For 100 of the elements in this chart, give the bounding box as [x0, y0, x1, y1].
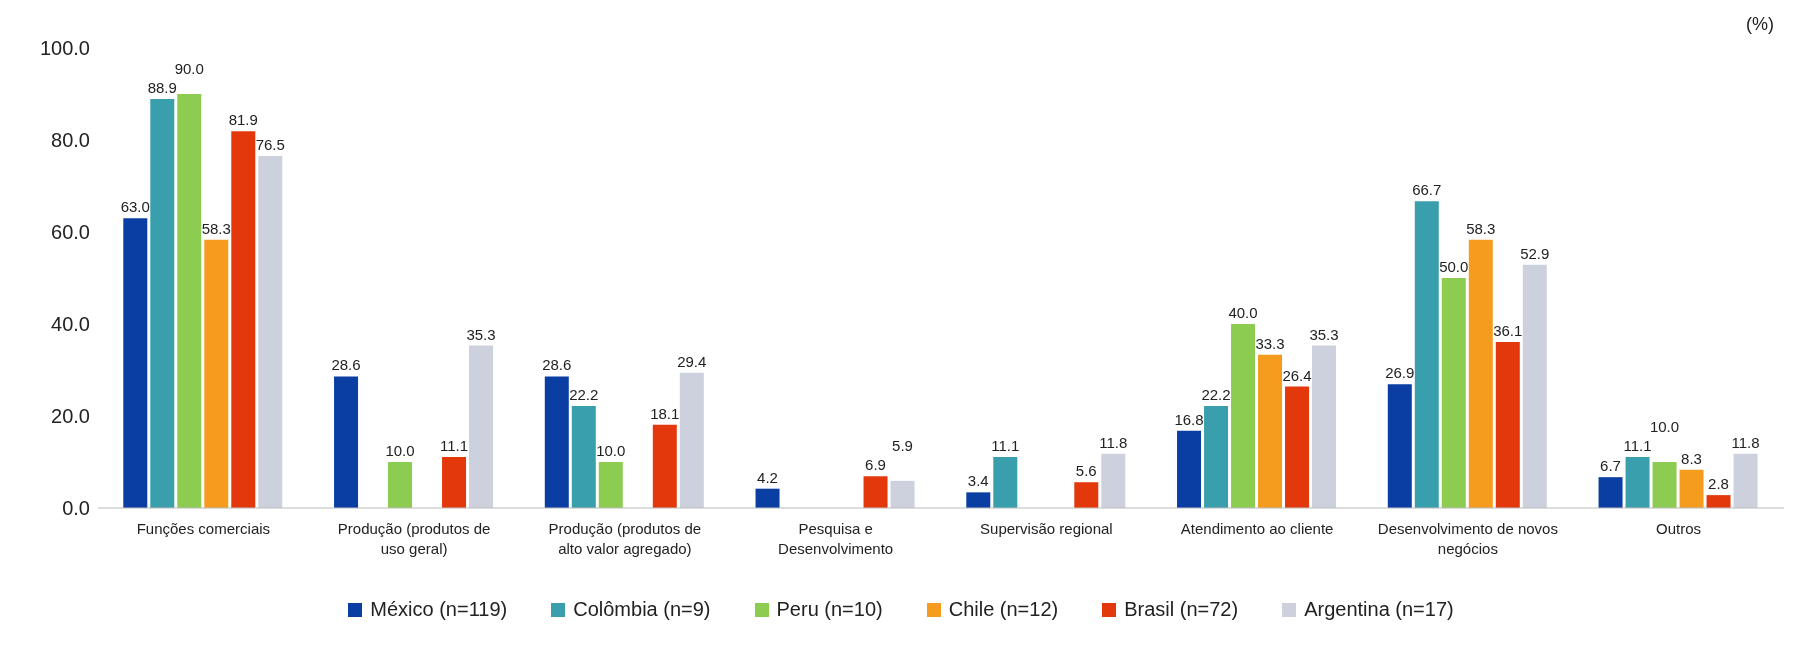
bar [1598, 477, 1623, 508]
data-label: 36.1 [1493, 321, 1523, 339]
bar [993, 456, 1018, 508]
bar [204, 239, 229, 508]
data-label: 66.7 [1412, 181, 1442, 199]
data-label: 11.1 [439, 436, 469, 454]
x-tick-label: Supervisão regional [980, 520, 1113, 537]
bar [1495, 341, 1520, 508]
bar [150, 99, 175, 508]
data-label: 16.8 [1174, 410, 1204, 428]
data-label: 11.8 [1099, 433, 1128, 451]
y-axis-title: (%) [1746, 14, 1774, 35]
data-label: 8.3 [1681, 449, 1702, 467]
data-label: 22.2 [1201, 385, 1231, 403]
legend-label: Peru (n=10) [775, 598, 883, 621]
data-label: 10.0 [1649, 417, 1680, 435]
data-label: 52.9 [1520, 244, 1550, 262]
bar [1625, 456, 1650, 508]
bar [966, 492, 991, 508]
data-label: 50.0 [1439, 258, 1469, 275]
bar [1414, 201, 1439, 508]
legend-label: Colômbia (n=9) [572, 598, 711, 621]
bar [1177, 430, 1202, 508]
x-tick-label: Desenvolvimento de novos negócios [1377, 520, 1558, 557]
x-tick-label: Atendimento ao cliente [1180, 520, 1334, 537]
bar [1285, 386, 1310, 508]
data-label: 5.9 [892, 437, 913, 455]
data-label: 26.4 [1282, 366, 1312, 384]
data-label: 40.0 [1228, 304, 1258, 321]
data-label: 90.0 [174, 60, 204, 78]
y-tick-label: 0.0 [62, 497, 90, 520]
bar [1258, 354, 1283, 508]
bar [1074, 482, 1099, 508]
x-tick-label: Pesquisa e Desenvolvimento [778, 520, 894, 557]
bar [1679, 469, 1704, 508]
data-label: 4.2 [757, 468, 778, 486]
bar [755, 488, 780, 508]
bar [1733, 453, 1758, 508]
bar [1231, 324, 1256, 508]
data-label: 26.9 [1385, 364, 1415, 382]
data-label: 35.3 [466, 325, 496, 343]
bar [442, 456, 467, 508]
bar [544, 376, 569, 508]
data-label: 81.9 [228, 111, 258, 129]
bar [571, 405, 596, 508]
y-tick-label: 80.0 [51, 129, 90, 152]
data-label: 10.0 [596, 442, 626, 459]
y-tick-label: 40.0 [51, 313, 90, 336]
bar [123, 218, 148, 508]
bar [598, 462, 623, 508]
data-label: 3.4 [967, 472, 989, 490]
data-label: 6.7 [1600, 457, 1621, 475]
bar [890, 480, 915, 508]
data-label: 88.9 [147, 79, 177, 97]
data-label: 2.8 [1708, 475, 1729, 493]
y-tick-label: 60.0 [51, 221, 90, 244]
data-label: 28.6 [542, 356, 572, 374]
bar [1204, 405, 1229, 508]
legend-label: México (n=119) [369, 598, 508, 621]
legend-label: Argentina (n=17) [1303, 598, 1454, 621]
data-label: 29.4 [677, 352, 707, 370]
y-tick-label: 20.0 [51, 405, 90, 428]
data-label: 22.2 [569, 385, 599, 403]
data-label: 76.5 [255, 136, 285, 154]
bar [1468, 239, 1493, 508]
bar [1312, 345, 1337, 508]
bar [1706, 495, 1731, 508]
bar [1522, 264, 1547, 508]
bar [1101, 453, 1126, 508]
data-label: 58.3 [1466, 219, 1496, 237]
bar [388, 462, 413, 508]
data-label: 10.0 [385, 442, 415, 459]
data-label: 6.9 [865, 456, 886, 474]
x-tick-label: Funções comerciais [136, 520, 271, 537]
x-tick-label: Produção (produtos de uso geral) [337, 520, 491, 557]
data-label: 33.3 [1255, 334, 1285, 352]
data-label: 35.3 [1309, 325, 1339, 343]
bar [1441, 278, 1466, 508]
data-label: 11.1 [1623, 436, 1652, 454]
data-label: 11.1 [991, 436, 1020, 454]
bar [1652, 462, 1677, 508]
bar [177, 94, 202, 508]
bar [679, 372, 704, 508]
y-tick-label: 100.0 [39, 37, 90, 60]
data-label: 58.3 [201, 219, 231, 237]
bar [469, 345, 494, 508]
x-tick-label: Outros [1656, 520, 1702, 537]
x-tick-label: Produção (produtos de alto valor agregado) [548, 520, 702, 557]
data-label: 18.1 [650, 404, 680, 422]
data-label: 5.6 [1075, 462, 1097, 480]
legend-label: Chile (n=12) [947, 598, 1059, 621]
bar [258, 156, 283, 508]
legend-label: Brasil (n=72) [1123, 598, 1239, 621]
data-label: 28.6 [331, 356, 361, 374]
bar [1387, 384, 1412, 508]
bar [863, 476, 888, 508]
bar [652, 424, 677, 508]
bar [231, 131, 256, 508]
data-label: 11.8 [1731, 433, 1760, 451]
data-label: 63.0 [120, 198, 150, 216]
